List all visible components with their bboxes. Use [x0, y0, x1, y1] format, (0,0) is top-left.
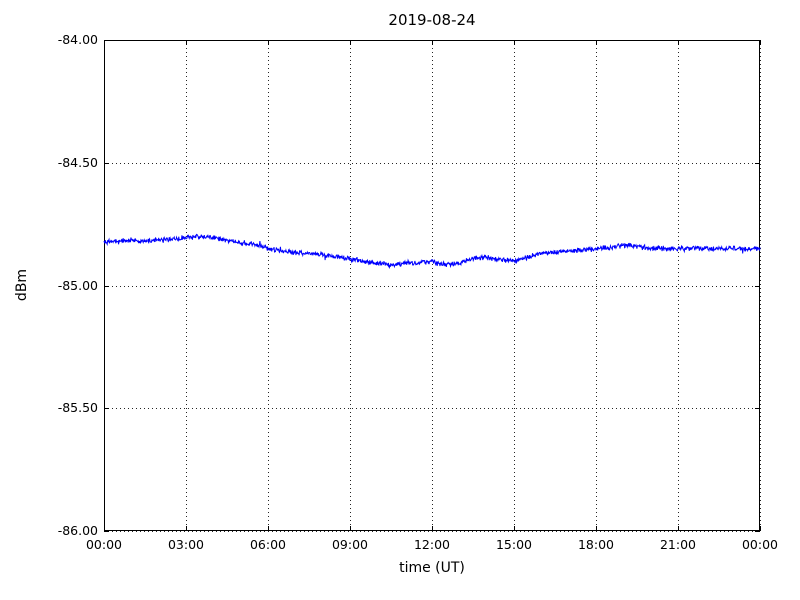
x-tick-label: 00:00	[741, 537, 779, 552]
x-tick-label: 21:00	[659, 537, 697, 552]
chart-title: 2019-08-24	[388, 11, 476, 29]
x-tick-label: 06:00	[249, 537, 287, 552]
x-tick-label: 12:00	[413, 537, 451, 552]
x-tick-label: 18:00	[577, 537, 615, 552]
y-tick-label: -84.00	[57, 32, 98, 47]
y-tick-label: -85.00	[57, 277, 98, 293]
y-tick-label: -84.50	[57, 154, 98, 170]
x-tick-label: 03:00	[167, 537, 205, 552]
signal-line	[103, 233, 761, 269]
y-tick-label: -85.50	[57, 400, 98, 416]
axes-border	[104, 40, 760, 531]
x-tick-label: 00:00	[85, 537, 123, 552]
y-tick-label: -86.00	[57, 523, 98, 538]
x-tick-label: 09:00	[331, 537, 369, 552]
x-tick-label: 15:00	[495, 537, 533, 552]
x-axis-label: time (UT)	[399, 560, 465, 576]
